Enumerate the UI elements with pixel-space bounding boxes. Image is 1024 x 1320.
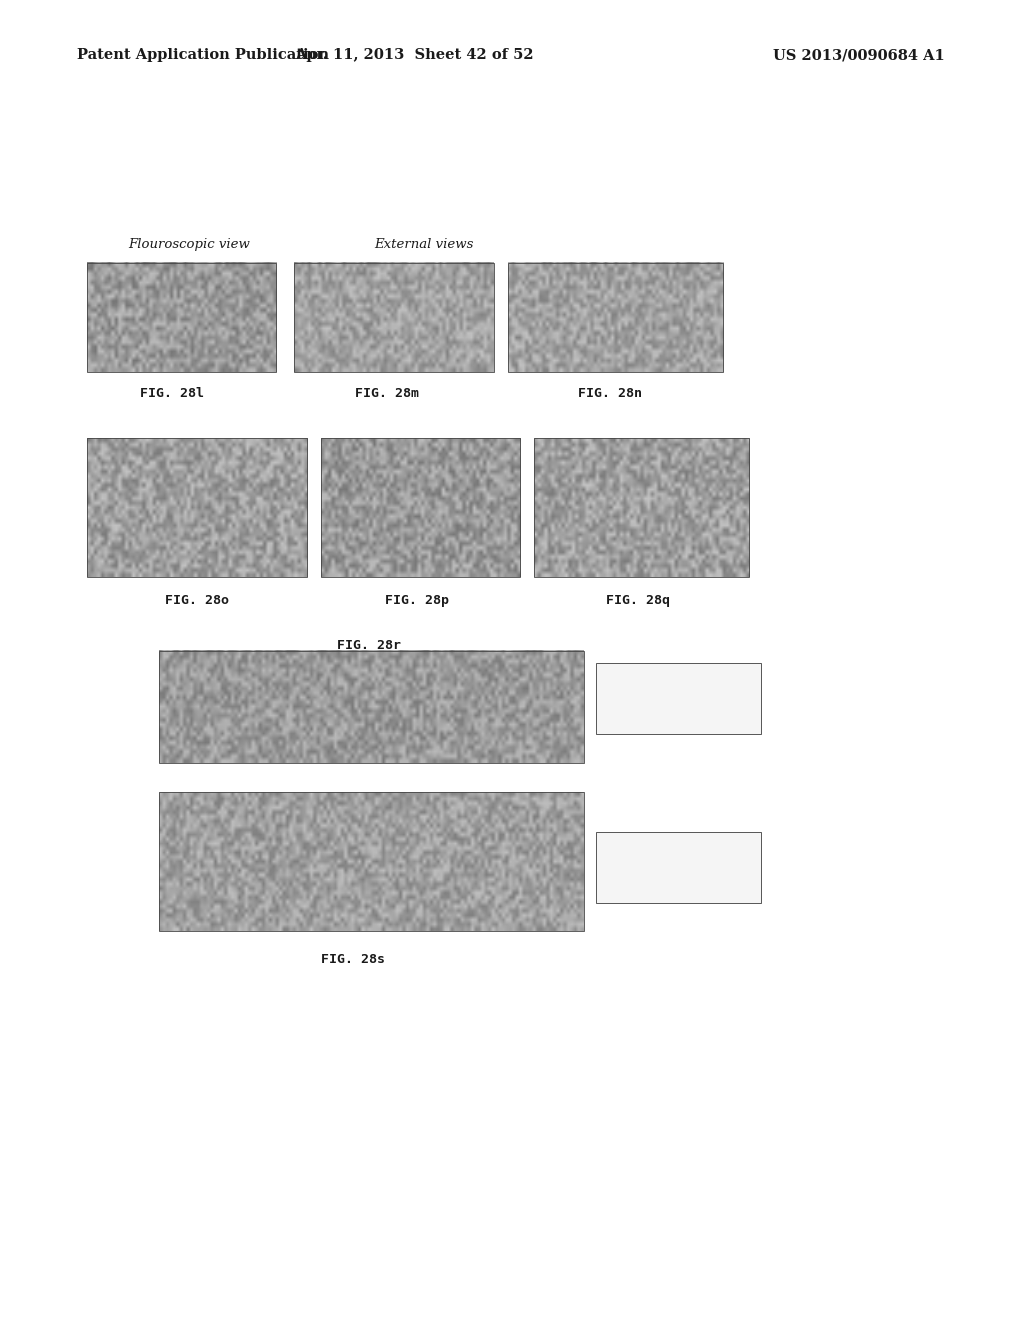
Text: FIG. 28p: FIG. 28p [385, 594, 449, 607]
Text: FIG. 28l: FIG. 28l [140, 387, 204, 400]
Bar [294, 263, 494, 372]
FancyBboxPatch shape [596, 663, 761, 734]
Bar [87, 263, 276, 372]
Bar [159, 792, 584, 931]
Text: US 2013/0090684 A1: US 2013/0090684 A1 [773, 49, 945, 62]
Bar [534, 438, 749, 577]
Text: FIG. 28r: FIG. 28r [337, 639, 400, 652]
Text: FIG. 28s: FIG. 28s [322, 953, 385, 966]
Bar [159, 651, 584, 763]
Bar [508, 263, 723, 372]
FancyBboxPatch shape [596, 832, 761, 903]
Text: Apr. 11, 2013  Sheet 42 of 52: Apr. 11, 2013 Sheet 42 of 52 [295, 49, 535, 62]
Bar [87, 438, 307, 577]
Text: FIG. 28o: FIG. 28o [165, 594, 228, 607]
Text: Hypotube placed
within sheath: Hypotube placed within sheath [628, 851, 729, 883]
Text: FIG. 28n: FIG. 28n [579, 387, 642, 400]
Text: Anchor placed
within hypotube: Anchor placed within hypotube [630, 682, 727, 714]
Text: FIG. 28q: FIG. 28q [606, 594, 670, 607]
Text: External views: External views [374, 238, 473, 251]
Text: Flouroscopic view: Flouroscopic view [128, 238, 250, 251]
Text: FIG. 28m: FIG. 28m [355, 387, 419, 400]
Bar [321, 438, 520, 577]
Text: Patent Application Publication: Patent Application Publication [77, 49, 329, 62]
